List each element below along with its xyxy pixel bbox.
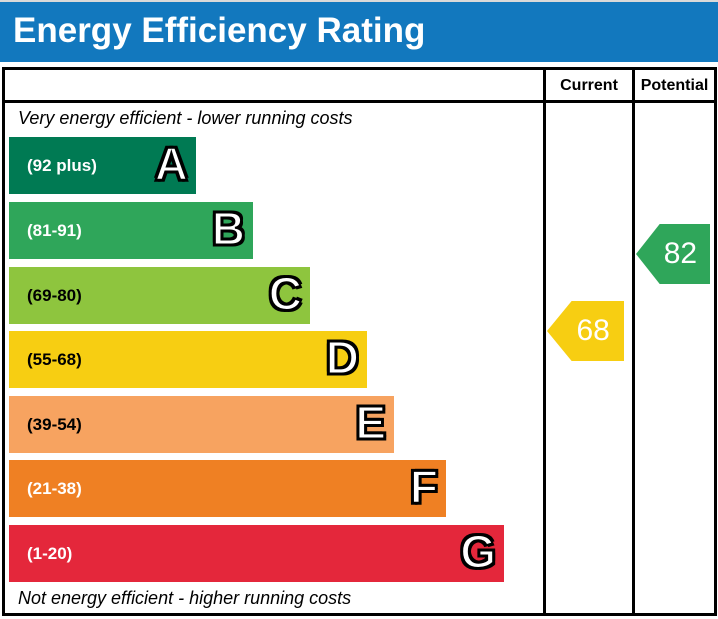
page-title: Energy Efficiency Rating (13, 11, 426, 51)
band-b-range-label: (81-91) (27, 220, 82, 240)
band-d: (55-68) D (9, 331, 367, 388)
band-d-range-label: (55-68) (27, 349, 82, 369)
current-rating-value: 68 (576, 314, 610, 347)
column-divider-potential (632, 70, 635, 613)
potential-rating-marker: 82 (636, 224, 710, 284)
band-g-letter: G (459, 525, 497, 578)
band-g-range-label: (1-20) (27, 543, 73, 563)
column-header-current: Current (560, 77, 618, 94)
rating-table: Current Potential Very energy efficient … (2, 67, 717, 616)
band-b-letter: B (211, 202, 246, 255)
band-f-range-label: (21-38) (27, 478, 82, 498)
column-header-potential: Potential (640, 77, 709, 94)
current-rating-marker: 68 (547, 301, 624, 361)
table-header-row: Current Potential (5, 70, 714, 103)
top-border-strip (0, 0, 718, 2)
band-b: (81-91) B (9, 202, 253, 259)
title-bar: Energy Efficiency Rating (0, 2, 718, 62)
band-e-range-label: (39-54) (27, 414, 82, 434)
column-divider-current (543, 70, 546, 613)
band-g: (1-20) G (9, 525, 504, 582)
band-f-letter: F (409, 460, 439, 513)
band-f: (21-38) F (9, 460, 446, 517)
band-a-range-label: (92 plus) (27, 155, 97, 175)
band-a: (92 plus) A (9, 137, 196, 194)
caption-top-efficient: Very energy efficient - lower running co… (18, 108, 353, 128)
band-c-range-label: (69-80) (27, 285, 82, 305)
potential-rating-value: 82 (663, 237, 698, 270)
caption-not-efficient: Not energy efficient - higher running co… (18, 588, 352, 608)
band-e: (39-54) E (9, 396, 394, 453)
band-a-letter: A (154, 137, 189, 190)
band-d-letter: D (325, 331, 360, 384)
band-e-letter: E (354, 396, 387, 449)
band-c-letter: C (268, 267, 303, 320)
band-c: (69-80) C (9, 267, 310, 324)
